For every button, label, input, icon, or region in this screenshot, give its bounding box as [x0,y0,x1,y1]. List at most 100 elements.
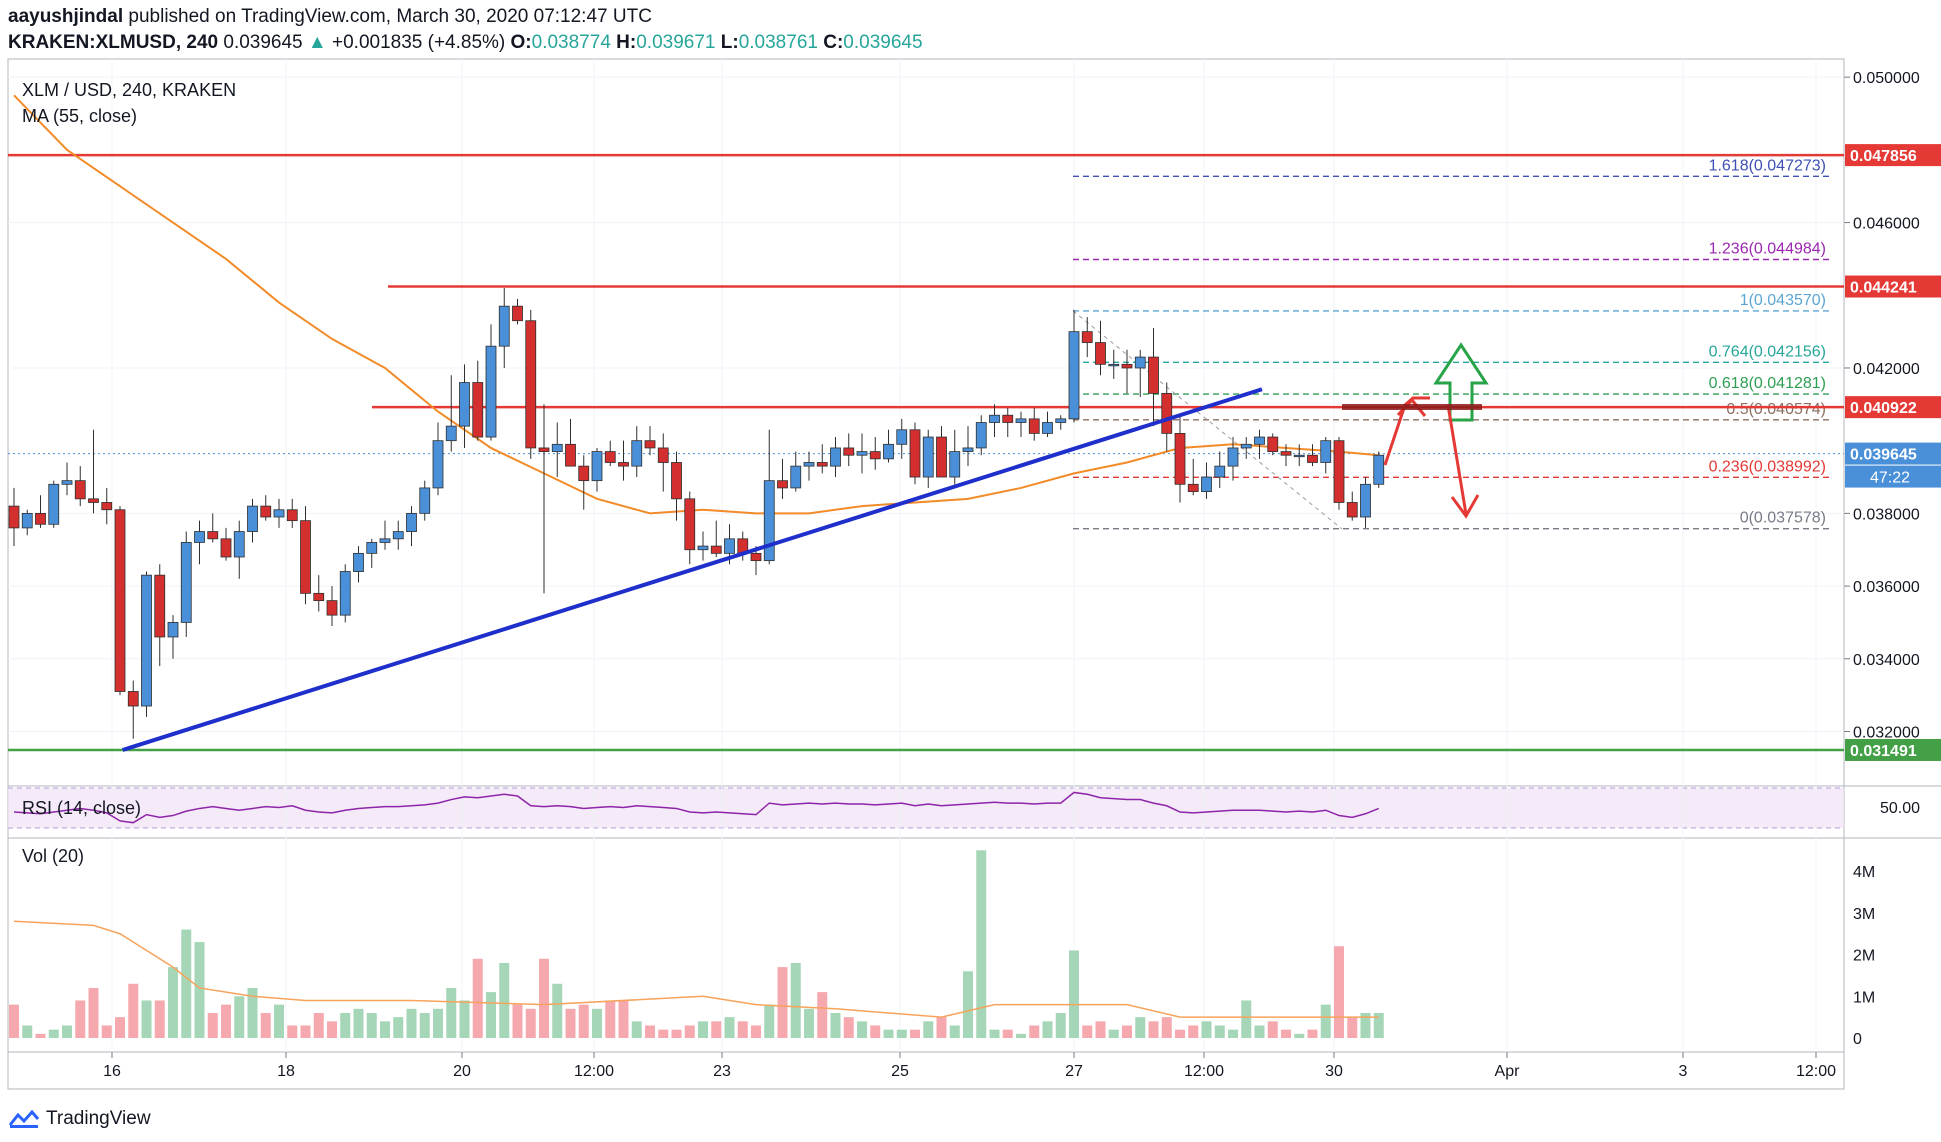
volume-bar [605,1000,616,1038]
x-tick-label: 16 [103,1063,121,1080]
y-tick-label: 0.042000 [1853,361,1920,378]
candle-body [1346,502,1358,518]
candle-body [710,545,722,554]
volume-bar [1241,1000,1252,1038]
candle-body [869,451,881,460]
candle-body [1121,363,1133,369]
volume-bar [393,1017,404,1038]
volume-bar [1122,1025,1132,1038]
volume-bar [459,1000,470,1038]
volume-bar [181,929,192,1038]
candle-body [604,451,616,463]
candle-body [88,498,99,503]
candle-body [909,429,921,478]
countdown-tag [1845,465,1941,488]
volume-bar [141,1000,152,1038]
y-tick-label: 0.050000 [1853,70,1920,87]
candle-body [843,447,855,456]
candle-body [512,305,523,322]
candle-body [260,505,272,518]
candle-body [883,443,894,460]
volume-bar [101,1025,112,1038]
volume-bar [1055,1012,1066,1038]
volume-bar [1347,1017,1358,1038]
candle-body [936,436,947,478]
volume-bars: 4M 3M 2M 1M 0 [9,850,1875,1048]
candle-body [684,498,696,551]
volume-bar [1069,950,1079,1038]
volume-bar [1042,1021,1053,1038]
fib-level-label: 0(0.037578) [1740,510,1826,527]
candle-body [379,538,391,543]
low-value: 0.038761 [738,32,818,53]
volume-bar [62,1025,72,1038]
candle-body [777,480,788,489]
candle-body [472,382,484,438]
volume-bar [1002,1029,1013,1038]
candle-body [1134,356,1146,369]
candle-body [286,509,298,522]
volume-bar [406,1008,417,1038]
resistance-line-3-tag [1845,396,1941,419]
volume-bar [1281,1029,1291,1038]
candle-body [644,440,656,449]
candle-body [1148,356,1159,394]
volume-bar [88,987,99,1038]
author-name[interactable]: aayushjindal [8,6,124,27]
candle-body [247,505,258,532]
candle-body [459,382,470,427]
candle-body [74,480,86,500]
candle-body [1095,342,1106,365]
y-tick-label: 0.034000 [1853,652,1920,669]
ma-line-group [13,94,1379,515]
fib-level-label: 0.236(0.038992) [1709,458,1826,475]
last-price-text: 0.039645 [223,32,303,53]
candle-body [1320,440,1332,463]
volume-bar [737,1021,748,1038]
candle-body [21,512,33,529]
candle-body [498,305,510,347]
volume-tick-label: 4M [1853,864,1875,881]
candle-body [962,447,974,452]
candle-body [830,447,841,467]
up-arrow-icon: ▲ [307,32,327,53]
candle-body [101,502,113,511]
volume-bar [1016,1033,1026,1038]
volume-bar [1294,1033,1305,1038]
published-text: published on TradingView.com, March 30, … [128,6,652,27]
volume-bar [1108,1029,1119,1038]
y-tick-label: 0.032000 [1853,724,1920,741]
volume-bar [711,1021,722,1038]
candle-body [1002,414,1014,423]
candle-body [750,552,762,562]
volume-bar [883,1029,894,1038]
volume-bar [949,1025,960,1038]
candle-body [1161,393,1173,434]
volume-bar [247,987,258,1038]
candle-body [207,531,219,540]
ma55-line [13,94,1379,515]
volume-bar [843,1017,854,1038]
chart-frame [7,58,1845,1090]
x-tick-label: 27 [1065,1063,1083,1080]
resistance-line-2-label: 0.044241 [1850,280,1917,297]
time-axis-labels: 16 18 20 12:00 23 25 27 12:00 30 Apr 3 12:00 [103,1052,1836,1080]
candle-body [816,462,828,467]
volume-bar [221,1004,231,1038]
volume-bar [380,1021,390,1038]
open-value: 0.038774 [531,32,611,53]
candle-body [61,480,73,485]
candle-body [631,440,643,467]
volume-bar [22,1025,33,1038]
volume-bar [260,1012,271,1038]
footer-brand[interactable]: TradingView [8,1108,151,1130]
candle-body [35,512,46,525]
candle-body [856,451,868,456]
open-label: O: [510,32,532,53]
resistance-line-top-tag [1845,144,1941,167]
volume-bar [751,1025,761,1038]
candle-body [1240,443,1252,449]
resistance-line-2-tag [1845,275,1941,298]
volume-bar [1267,1021,1278,1038]
